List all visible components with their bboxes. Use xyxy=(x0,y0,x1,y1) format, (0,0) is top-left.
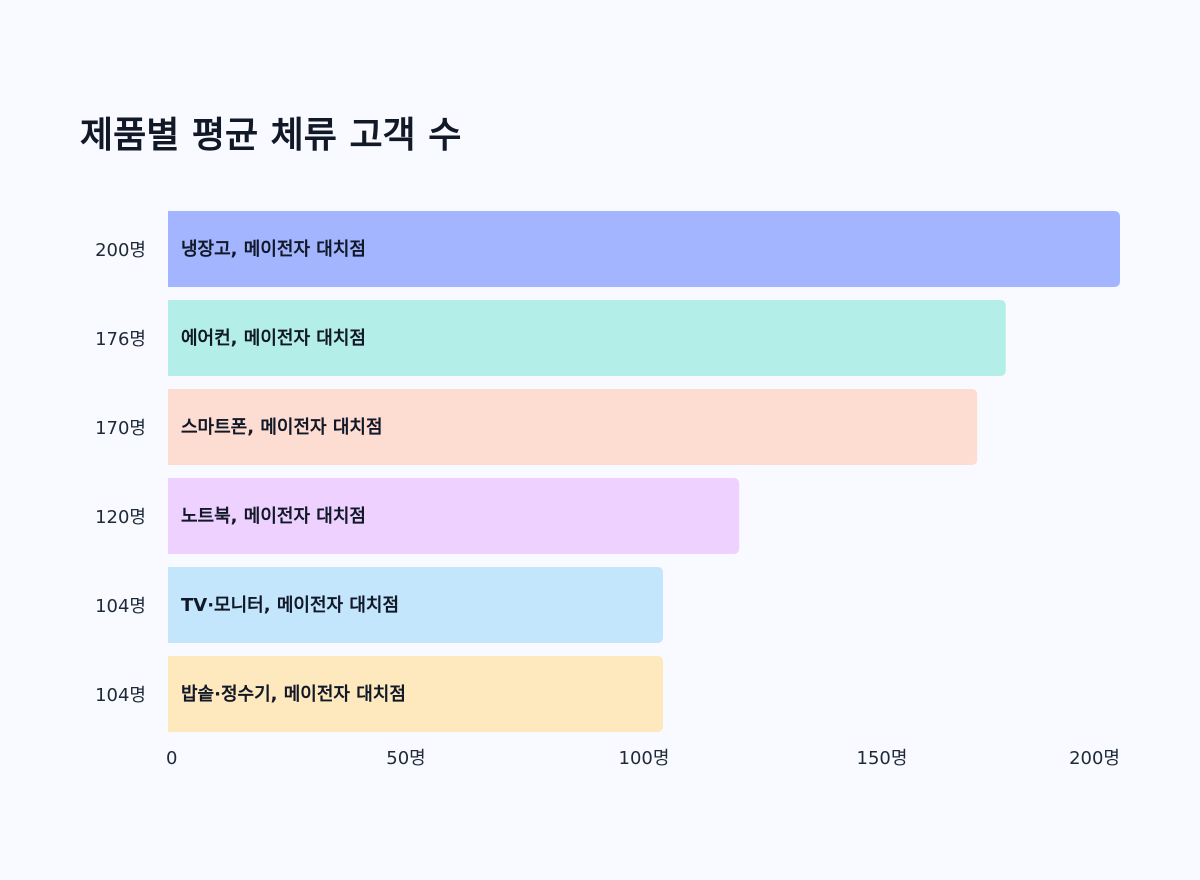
bar-category-label: TV·모니터, 메이전자 대치점 xyxy=(181,595,399,616)
bar xyxy=(168,211,1120,287)
bar-value-label: 170명 xyxy=(95,418,146,439)
bar-category-label: 냉장고, 메이전자 대치점 xyxy=(181,239,366,260)
x-tick-label: 100명 xyxy=(619,748,670,769)
bar xyxy=(168,300,1006,376)
x-tick-label: 50명 xyxy=(386,748,425,769)
bar-value-label: 104명 xyxy=(95,685,146,706)
x-tick-label: 150명 xyxy=(857,748,908,769)
x-axis: 0 50명 100명 150명 200명 xyxy=(166,748,1120,769)
bar-value-label: 176명 xyxy=(95,329,146,350)
bar xyxy=(168,389,978,465)
bar-value-label: 104명 xyxy=(95,596,146,617)
bar xyxy=(168,656,664,732)
bar-category-label: 스마트폰, 메이전자 대치점 xyxy=(181,417,383,438)
bar-category-label: 밥솥·정수기, 메이전자 대치점 xyxy=(181,684,406,705)
bar xyxy=(168,478,740,554)
bar-category-label: 에어컨, 메이전자 대치점 xyxy=(181,328,366,349)
bar xyxy=(168,567,664,643)
bar-category-label: 노트북, 메이전자 대치점 xyxy=(181,506,366,527)
x-tick-label: 200명 xyxy=(1069,748,1120,769)
bar-value-label: 120명 xyxy=(95,507,146,528)
bar-value-label: 200명 xyxy=(95,240,146,261)
x-tick-label: 0 xyxy=(166,748,177,769)
chart-title: 제품별 평균 체류 고객 수 xyxy=(80,115,461,156)
